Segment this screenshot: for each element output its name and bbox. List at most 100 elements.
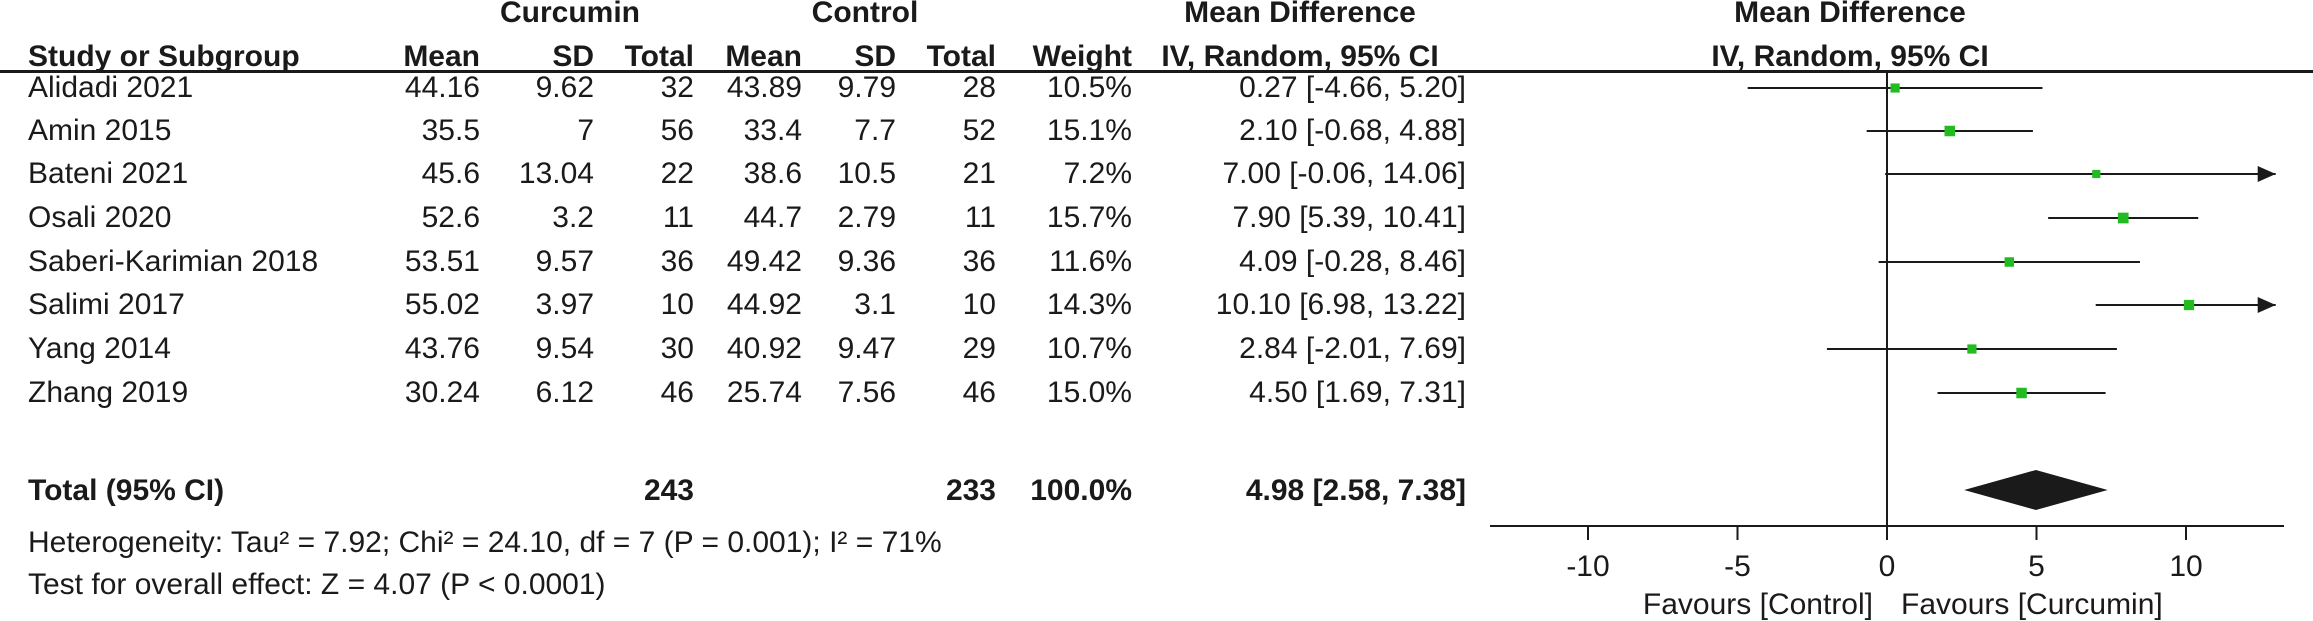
ci-overflow-arrow — [2257, 297, 2276, 313]
curcumin-total: 32 — [660, 71, 694, 104]
study-name: Amin 2015 — [28, 114, 172, 147]
curcumin-sd: 9.62 — [535, 71, 594, 104]
control-sd: 7.7 — [854, 114, 896, 147]
study-weight: 7.2% — [1063, 157, 1132, 190]
control-mean: 44.7 — [743, 201, 802, 234]
study-weight: 15.1% — [1046, 114, 1132, 147]
control-total: 28 — [962, 71, 996, 104]
sd2-column-header: SD — [854, 40, 896, 73]
control-total: 29 — [962, 332, 996, 365]
study-marker — [1890, 83, 1900, 93]
total2-column-header: Total — [926, 40, 996, 73]
curcumin-sd: 3.2 — [552, 201, 594, 234]
study-name: Zhang 2019 — [28, 376, 189, 409]
pooled-diamond — [1964, 470, 2108, 510]
study-name: Bateni 2021 — [28, 157, 189, 190]
curcumin-total: 30 — [660, 332, 694, 365]
x-tick-label: -10 — [1566, 550, 1609, 583]
study-marker — [1967, 344, 1977, 354]
ci-overflow-arrow — [2257, 166, 2276, 182]
x-tick-label: 0 — [1879, 550, 1896, 583]
curcumin-total: 11 — [662, 201, 694, 234]
curcumin-mean: 44.16 — [404, 71, 480, 104]
control-mean: 25.74 — [726, 376, 802, 409]
plot-header-top: Mean Difference — [1734, 0, 1966, 29]
control-sd: 9.36 — [837, 245, 896, 278]
effect-header-top: Mean Difference — [1184, 0, 1416, 29]
study-name: Osali 2020 — [28, 201, 172, 234]
study-weight: 10.7% — [1046, 332, 1132, 365]
curcumin-mean: 43.76 — [404, 332, 480, 365]
study-column-header: Study or Subgroup — [28, 40, 300, 73]
curcumin-mean: 45.6 — [421, 157, 480, 190]
study-name: Salimi 2017 — [28, 288, 185, 321]
study-marker — [2117, 212, 2129, 224]
curcumin-mean: 35.5 — [421, 114, 480, 147]
study-ci: 2.10 [-0.68, 4.88] — [1239, 114, 1466, 147]
control-mean: 43.89 — [726, 71, 802, 104]
curcumin-total: 10 — [660, 288, 694, 321]
study-weight: 11.6% — [1049, 245, 1132, 278]
curcumin-sd: 13.04 — [518, 157, 594, 190]
study-ci: 7.90 [5.39, 10.41] — [1232, 201, 1466, 234]
mean1-column-header: Mean — [403, 40, 480, 73]
control-sd: 3.1 — [854, 288, 896, 321]
group1-header: Curcumin — [499, 0, 640, 29]
x-tick-label: -5 — [1724, 550, 1751, 583]
curcumin-mean: 30.24 — [404, 376, 480, 409]
favours-right-label: Favours [Curcumin] — [1901, 588, 2163, 621]
study-ci: 0.27 [-4.66, 5.20] — [1239, 71, 1466, 104]
control-total: 11 — [964, 201, 996, 234]
curcumin-sd: 9.57 — [535, 245, 594, 278]
control-mean: 38.6 — [743, 157, 802, 190]
study-marker — [2092, 169, 2101, 179]
control-mean: 44.92 — [726, 288, 802, 321]
study-ci: 2.84 [-2.01, 7.69] — [1239, 332, 1466, 365]
curcumin-sd: 7 — [577, 114, 594, 147]
study-marker — [1944, 125, 1956, 137]
study-ci: 10.10 [6.98, 13.22] — [1215, 288, 1466, 321]
control-total: 52 — [962, 114, 996, 147]
sd1-column-header: SD — [552, 40, 594, 73]
study-name: Alidadi 2021 — [28, 71, 194, 104]
header-rule — [0, 70, 2313, 73]
overall-effect-text: Test for overall effect: Z = 4.07 (P < 0… — [28, 568, 606, 601]
study-ci: 4.50 [1.69, 7.31] — [1249, 376, 1466, 409]
control-total: 21 — [962, 157, 996, 190]
study-marker — [2004, 257, 2015, 267]
study-weight: 14.3% — [1046, 288, 1132, 321]
curcumin-mean: 53.51 — [404, 245, 480, 278]
control-total: 36 — [962, 245, 996, 278]
control-mean: 40.92 — [726, 332, 802, 365]
curcumin-total: 46 — [660, 376, 694, 409]
study-marker — [2016, 387, 2027, 399]
study-name: Yang 2014 — [28, 332, 171, 365]
favours-left-label: Favours [Control] — [1643, 588, 1873, 621]
study-weight: 15.0% — [1046, 376, 1132, 409]
control-sd: 9.47 — [837, 332, 896, 365]
control-mean: 49.42 — [726, 245, 802, 278]
mean2-column-header: Mean — [725, 40, 802, 73]
control-sd: 7.56 — [837, 376, 896, 409]
x-tick-label: 10 — [2169, 550, 2202, 583]
control-total: 46 — [962, 376, 996, 409]
curcumin-total: 22 — [660, 157, 694, 190]
study-name: Saberi-Karimian 2018 — [28, 245, 319, 278]
heterogeneity-text: Heterogeneity: Tau² = 7.92; Chi² = 24.10… — [28, 526, 942, 559]
total-label: Total (95% CI) — [28, 474, 225, 507]
study-ci: 7.00 [-0.06, 14.06] — [1222, 157, 1466, 190]
control-sd: 9.79 — [837, 71, 896, 104]
curcumin-sd: 6.12 — [535, 376, 594, 409]
effect-header-bottom: IV, Random, 95% CI — [1161, 40, 1439, 73]
curcumin-total: 36 — [660, 245, 694, 278]
curcumin-sd: 9.54 — [535, 332, 594, 365]
x-tick-label: 5 — [2028, 550, 2045, 583]
control-sd: 2.79 — [837, 201, 896, 234]
study-weight: 15.7% — [1046, 201, 1132, 234]
curcumin-sd: 3.97 — [535, 288, 594, 321]
curcumin-mean: 55.02 — [404, 288, 480, 321]
total-weight: 100.0% — [1030, 474, 1132, 507]
control-total: 10 — [962, 288, 996, 321]
total1-column-header: Total — [624, 40, 694, 73]
